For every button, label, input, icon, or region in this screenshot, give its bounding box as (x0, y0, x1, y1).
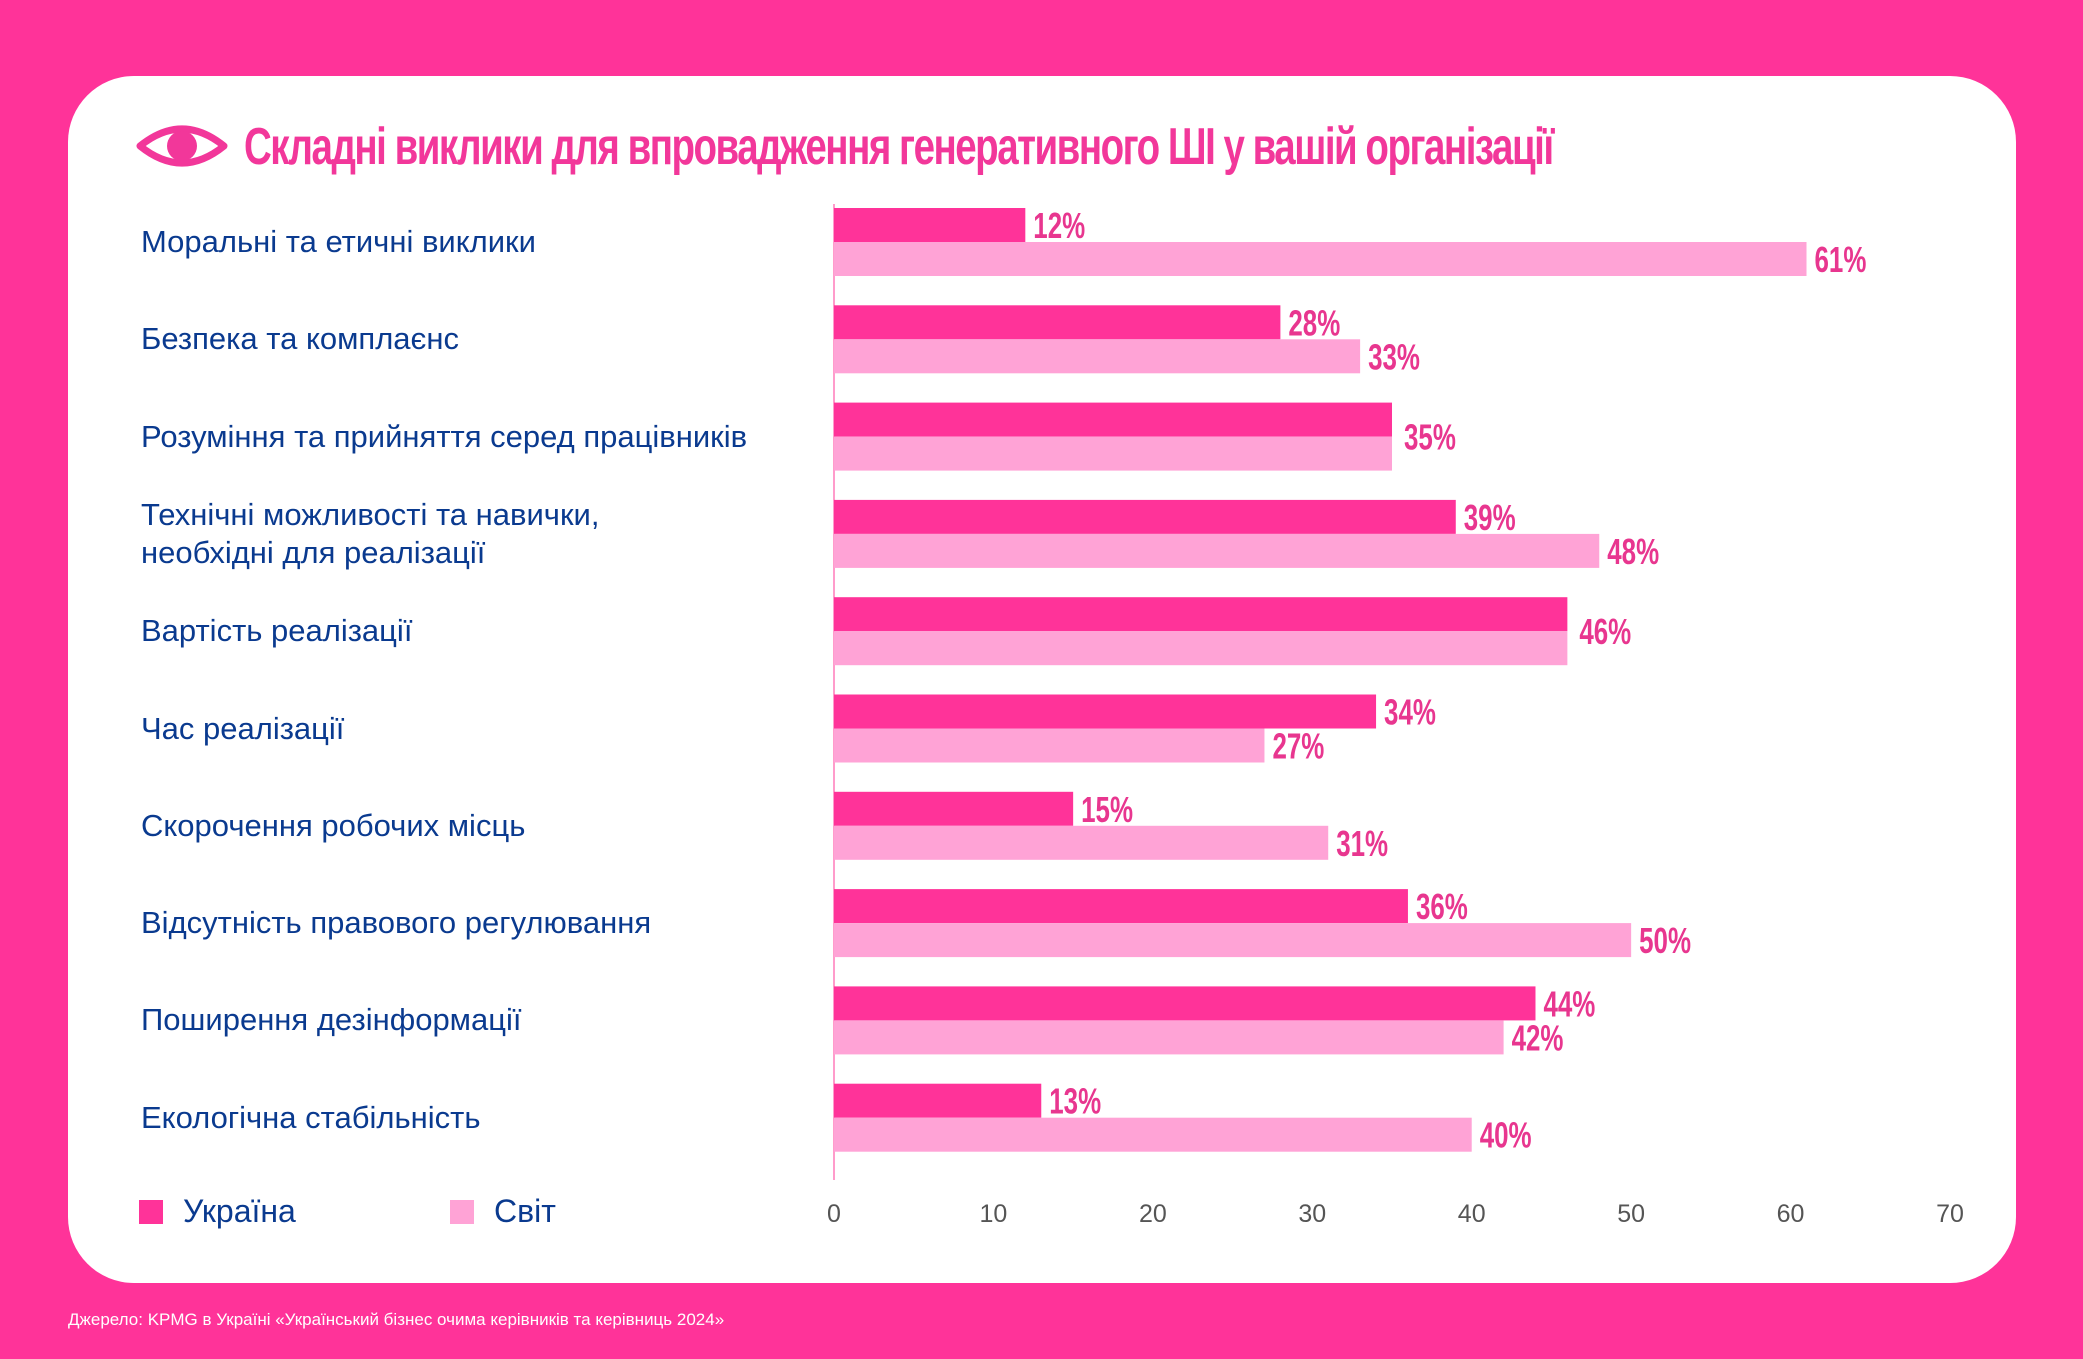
legend-swatch-ukraine (139, 1199, 163, 1224)
bar-ukraine (834, 597, 1568, 632)
source-note: Джерело: KPMG в Україні «Український біз… (68, 1310, 725, 1329)
value-label-world: 40% (1480, 1116, 1532, 1156)
x-tick-label: 30 (1298, 1200, 1326, 1228)
chart-card (68, 76, 2016, 1283)
legend-label-world: Світ (494, 1193, 556, 1229)
value-label-world: 61% (1815, 240, 1867, 280)
category-label: Технічні можливості та навички, необхідн… (141, 496, 600, 570)
legend-item-world: Світ (450, 1193, 556, 1230)
value-label-ukraine: 15% (1081, 790, 1133, 830)
value-label-ukraine: 12% (1033, 206, 1085, 246)
category-label: Моральні та етичні виклики (141, 224, 536, 259)
bar-world (834, 242, 1807, 276)
value-label-ukraine: 36% (1416, 887, 1468, 927)
bar-world (834, 825, 1329, 860)
bar-world (834, 631, 1568, 666)
x-tick-label: 10 (980, 1200, 1008, 1228)
x-tick-label: 60 (1777, 1200, 1805, 1228)
bar-ukraine (834, 1083, 1042, 1118)
value-label-world: 42% (1512, 1018, 1564, 1058)
value-label-ukraine: 28% (1288, 303, 1340, 343)
bar-ukraine (834, 305, 1281, 340)
bar-world (834, 533, 1600, 568)
x-tick-label: 70 (1936, 1200, 1964, 1228)
bar-ukraine (834, 208, 1026, 242)
category-label: Вартість реалізації (141, 613, 413, 649)
bar-ukraine (834, 499, 1456, 534)
category-label: Поширення дезінформації (141, 1002, 522, 1038)
bar-world (834, 1020, 1504, 1055)
value-label-shared: 46% (1579, 612, 1631, 652)
bar-world (834, 1117, 1472, 1152)
value-label-ukraine: 34% (1384, 692, 1436, 732)
value-label-world: 31% (1336, 824, 1388, 864)
value-label-world: 50% (1639, 921, 1691, 961)
category-label: Розуміння та прийняття серед працівників (141, 418, 748, 454)
category-label: Відсутність правового регулювання (141, 905, 652, 941)
category-label: Час реалізації (141, 710, 345, 746)
value-label-ukraine: 13% (1049, 1082, 1101, 1122)
eye-icon (136, 125, 228, 167)
value-label-world: 33% (1368, 337, 1420, 377)
bar-world (834, 436, 1392, 471)
bar-ukraine (834, 791, 1074, 826)
bar-ukraine (834, 402, 1392, 437)
category-label: Безпека та комплаєнс (141, 321, 459, 357)
bar-world (834, 339, 1361, 374)
value-label-ukraine: 39% (1464, 498, 1516, 538)
x-tick-label: 50 (1617, 1200, 1645, 1228)
bar-ukraine (834, 694, 1377, 729)
value-label-world: 27% (1272, 726, 1324, 766)
category-label: Екологічна стабільність (141, 1099, 481, 1135)
legend-swatch-world (450, 1199, 474, 1224)
legend-label-ukraine: Україна (183, 1193, 296, 1229)
chart-title: Складні виклики для впровадження генерат… (244, 118, 1554, 176)
legend-item-ukraine: Україна (139, 1193, 296, 1230)
x-tick-label: 0 (827, 1200, 841, 1228)
bar-ukraine (834, 889, 1408, 924)
x-tick-label: 40 (1458, 1200, 1486, 1228)
x-tick-label: 20 (1139, 1200, 1167, 1228)
bar-ukraine (834, 986, 1536, 1021)
value-label-world: 48% (1607, 532, 1659, 572)
value-label-ukraine: 44% (1543, 984, 1595, 1024)
category-label: Скорочення робочих місць (141, 807, 526, 843)
bar-world (834, 923, 1632, 958)
bar-world (834, 728, 1265, 763)
value-label-shared: 35% (1404, 417, 1456, 457)
